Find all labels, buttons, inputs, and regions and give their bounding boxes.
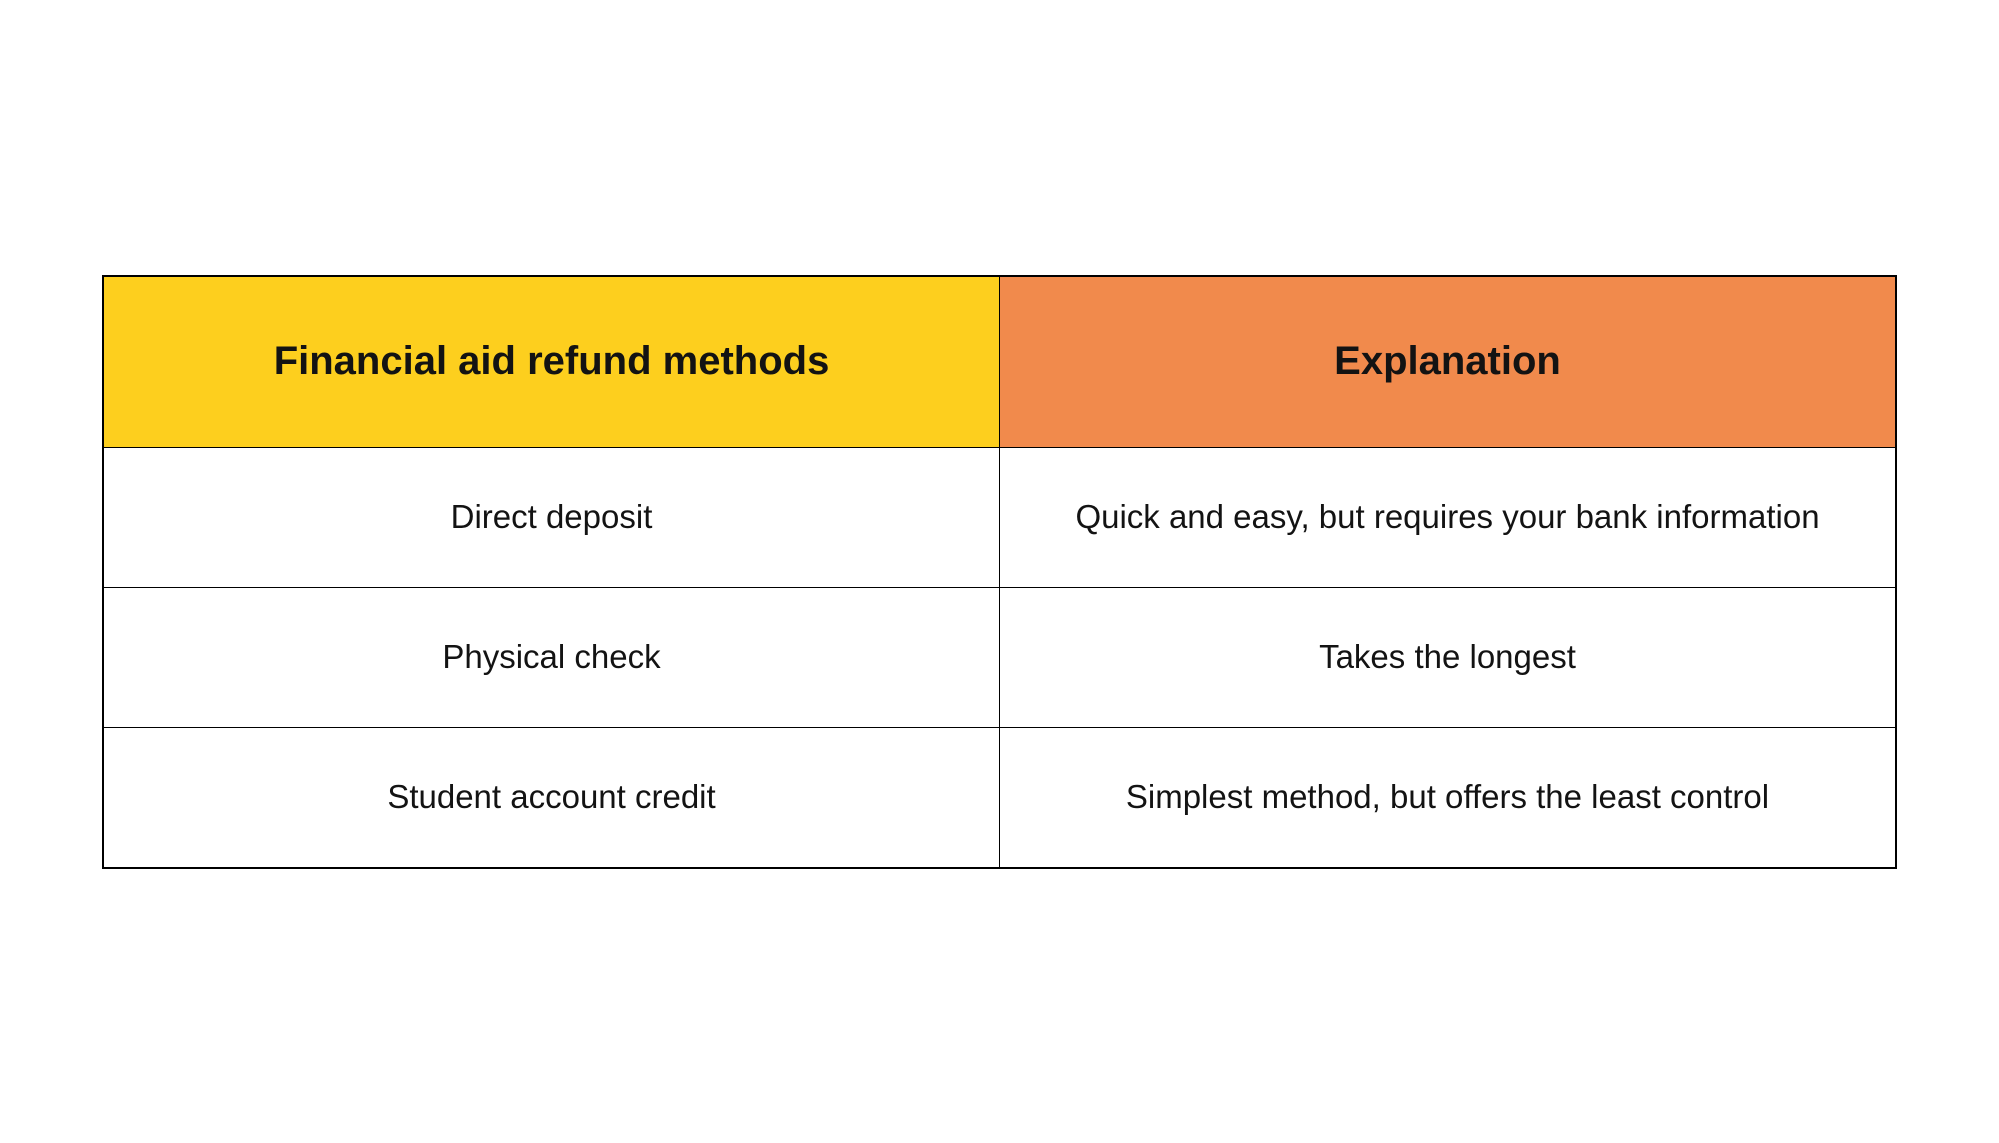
table-row: Student account credit Simplest method, … xyxy=(103,728,1896,868)
table-header-row: Financial aid refund methods Explanation xyxy=(103,276,1896,448)
table-container: Financial aid refund methods Explanation… xyxy=(102,275,1897,869)
table-row: Physical check Takes the longest xyxy=(103,588,1896,728)
cell-explanation: Takes the longest xyxy=(1000,588,1897,728)
table-row: Direct deposit Quick and easy, but requi… xyxy=(103,448,1896,588)
cell-explanation: Simplest method, but offers the least co… xyxy=(1000,728,1897,868)
cell-method: Direct deposit xyxy=(103,448,1000,588)
cell-explanation: Quick and easy, but requires your bank i… xyxy=(1000,448,1897,588)
column-header-explanation: Explanation xyxy=(1000,276,1897,448)
cell-method: Student account credit xyxy=(103,728,1000,868)
refund-methods-table: Financial aid refund methods Explanation… xyxy=(102,275,1897,869)
cell-method: Physical check xyxy=(103,588,1000,728)
column-header-methods: Financial aid refund methods xyxy=(103,276,1000,448)
